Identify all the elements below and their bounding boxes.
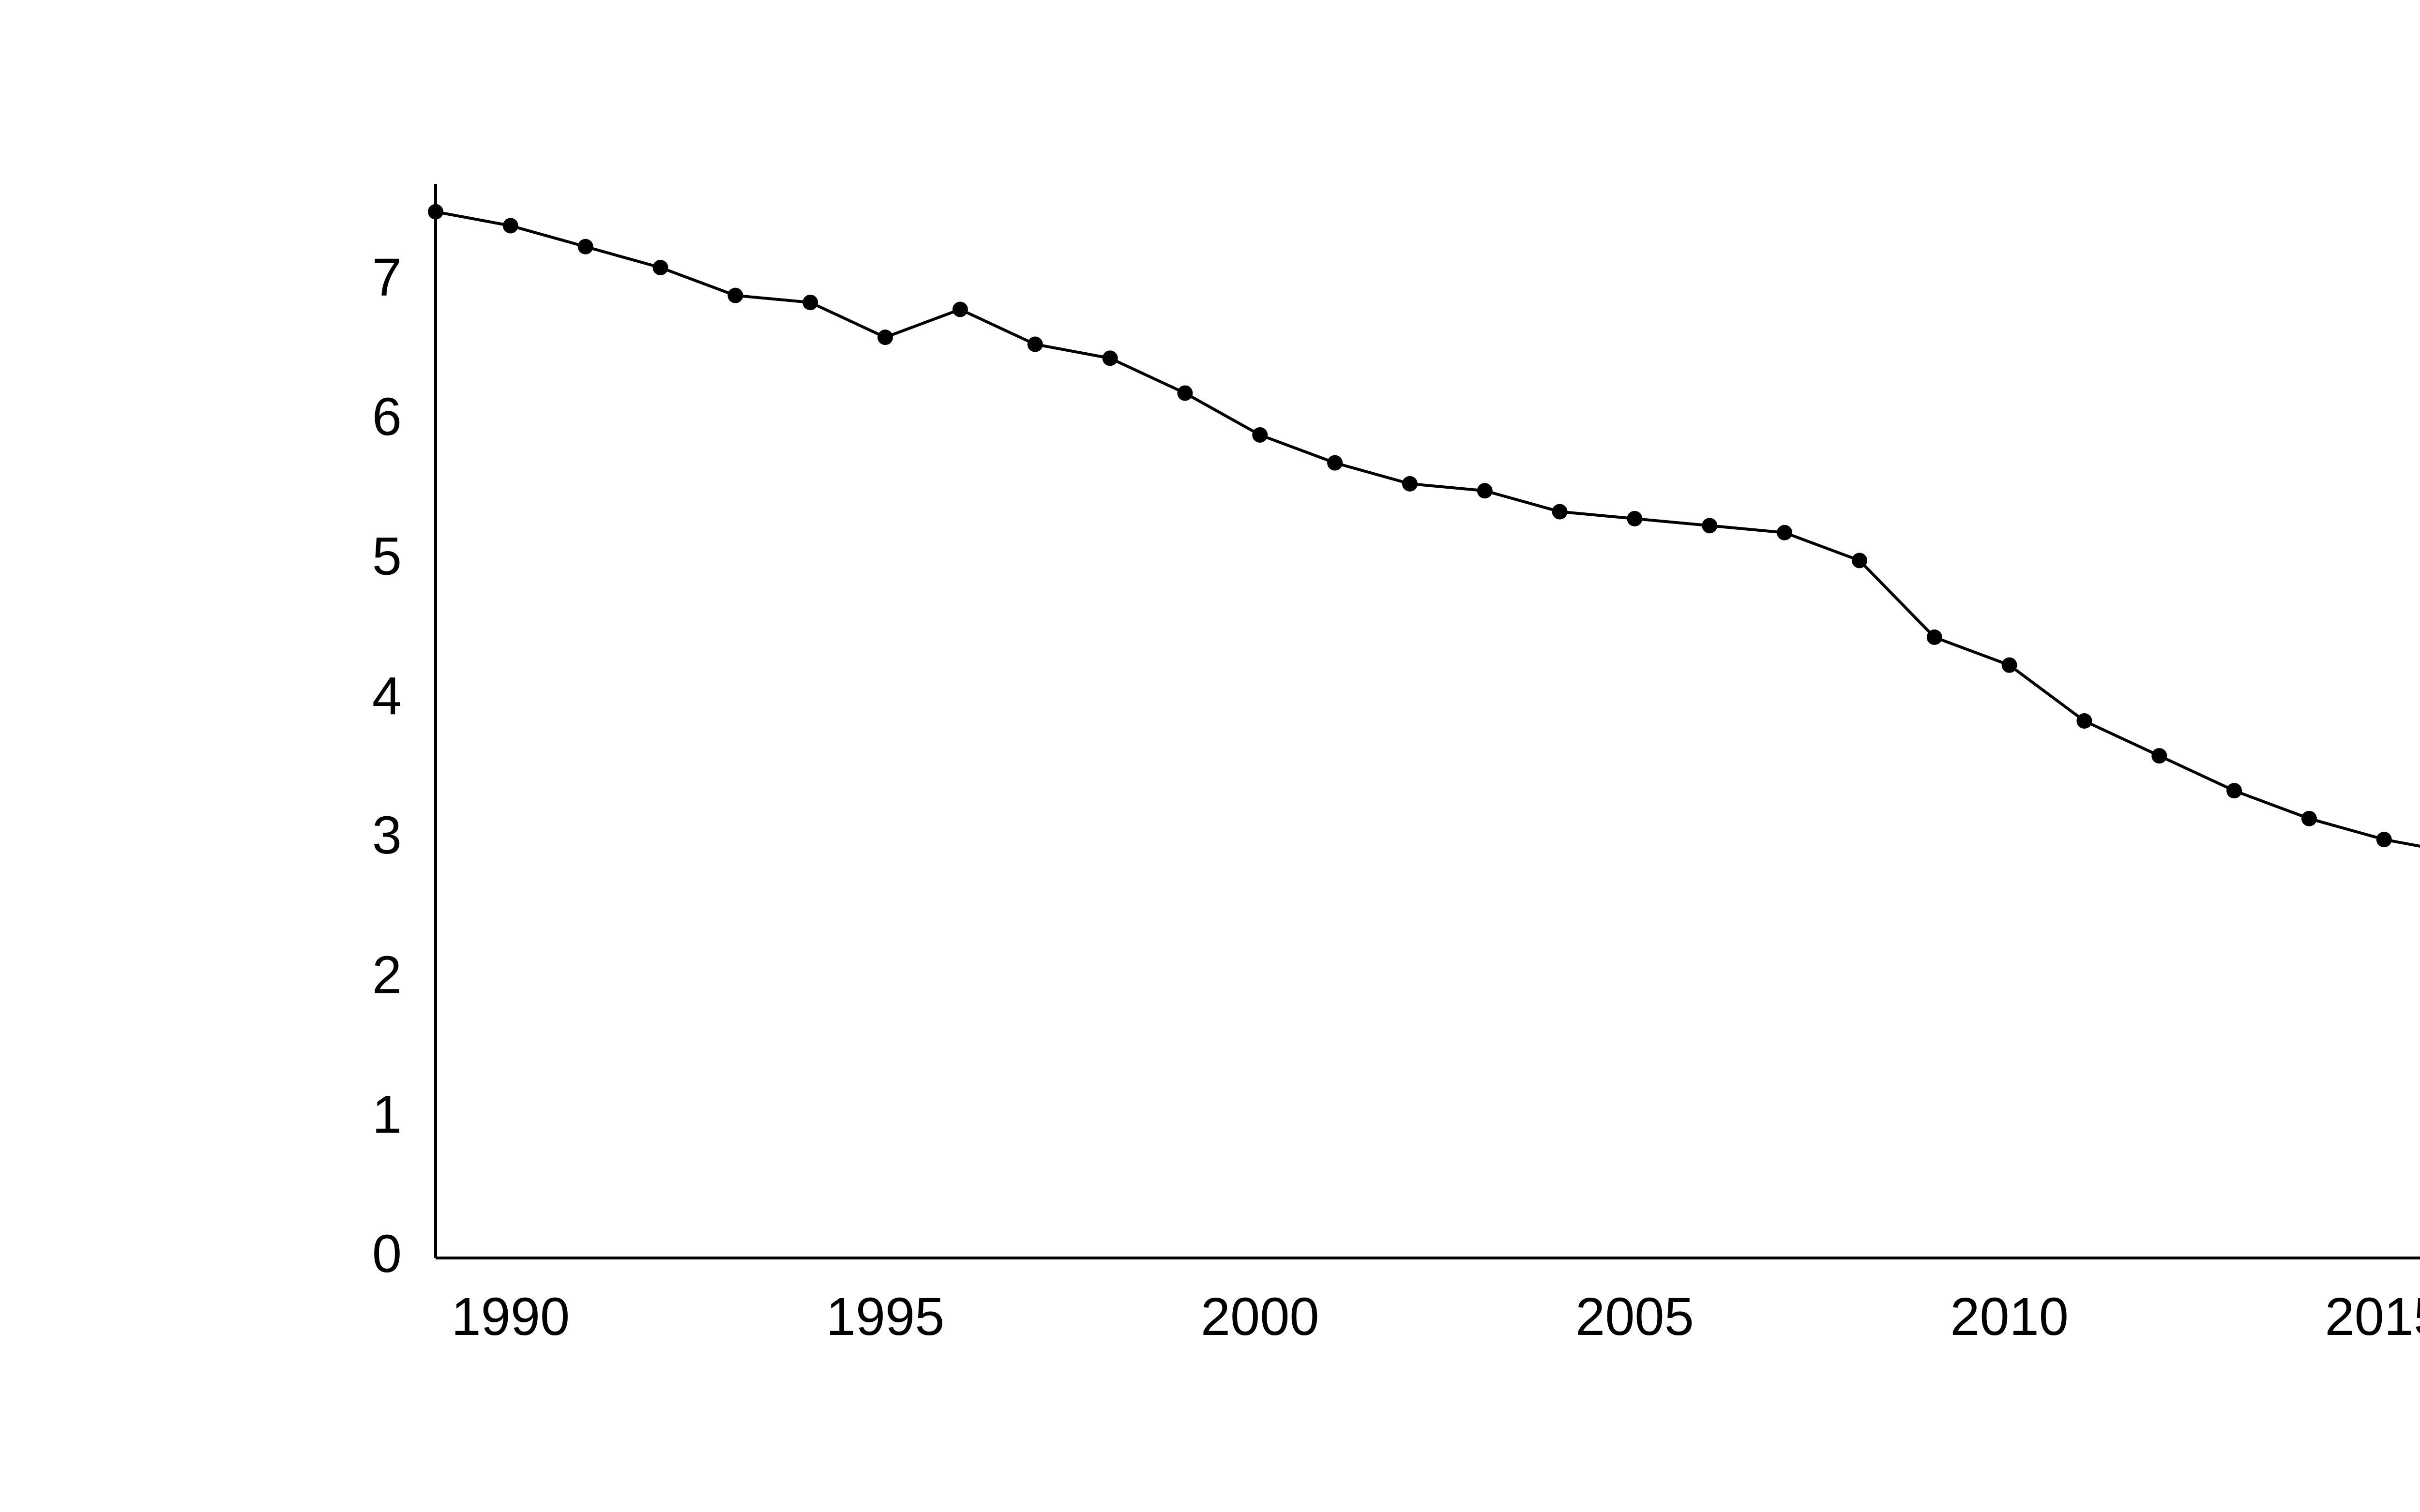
data-point — [1552, 504, 1568, 520]
data-point — [578, 239, 593, 254]
data-point — [727, 288, 743, 303]
x-tick-label: 2000 — [1201, 1287, 1319, 1347]
y-tick-label: 6 — [372, 387, 402, 447]
data-point — [1777, 525, 1792, 540]
data-point — [2376, 832, 2392, 847]
data-point — [1927, 629, 1942, 645]
data-point — [1252, 427, 1268, 443]
data-point — [1028, 337, 1043, 352]
data-point — [953, 301, 968, 317]
x-tick-label: 2005 — [1575, 1287, 1694, 1347]
data-point — [1852, 553, 1867, 568]
data-point — [1177, 385, 1193, 401]
y-tick-label: 7 — [372, 248, 402, 307]
line-chart: 012345671990199520002005201020152019 — [0, 0, 2420, 1512]
data-point — [877, 329, 893, 345]
y-tick-label: 0 — [372, 1224, 402, 1284]
data-point — [1103, 350, 1118, 366]
data-point — [1477, 483, 1493, 498]
y-tick-label: 3 — [372, 806, 402, 865]
data-point — [2151, 748, 2167, 763]
data-point — [2226, 783, 2242, 798]
data-point — [1402, 476, 1418, 492]
x-tick-label: 1995 — [826, 1287, 945, 1347]
data-point — [653, 260, 668, 275]
y-tick-label: 2 — [372, 945, 402, 1004]
x-tick-label: 1990 — [451, 1287, 570, 1347]
data-point — [2076, 713, 2092, 729]
data-point — [2002, 658, 2017, 673]
data-point — [428, 204, 443, 220]
data-point — [2301, 811, 2317, 826]
x-tick-label: 2015 — [2325, 1287, 2420, 1347]
x-tick-label: 2010 — [1950, 1287, 2069, 1347]
data-point — [1627, 511, 1642, 526]
chart-container: 012345671990199520002005201020152019 — [0, 0, 2420, 1512]
y-tick-label: 5 — [372, 527, 402, 586]
data-point — [1702, 518, 1717, 533]
y-tick-label: 4 — [372, 666, 402, 726]
data-point — [802, 295, 818, 310]
data-point — [503, 218, 518, 233]
chart-background — [0, 0, 2420, 1512]
data-point — [1327, 455, 1343, 471]
y-tick-label: 1 — [372, 1085, 402, 1144]
